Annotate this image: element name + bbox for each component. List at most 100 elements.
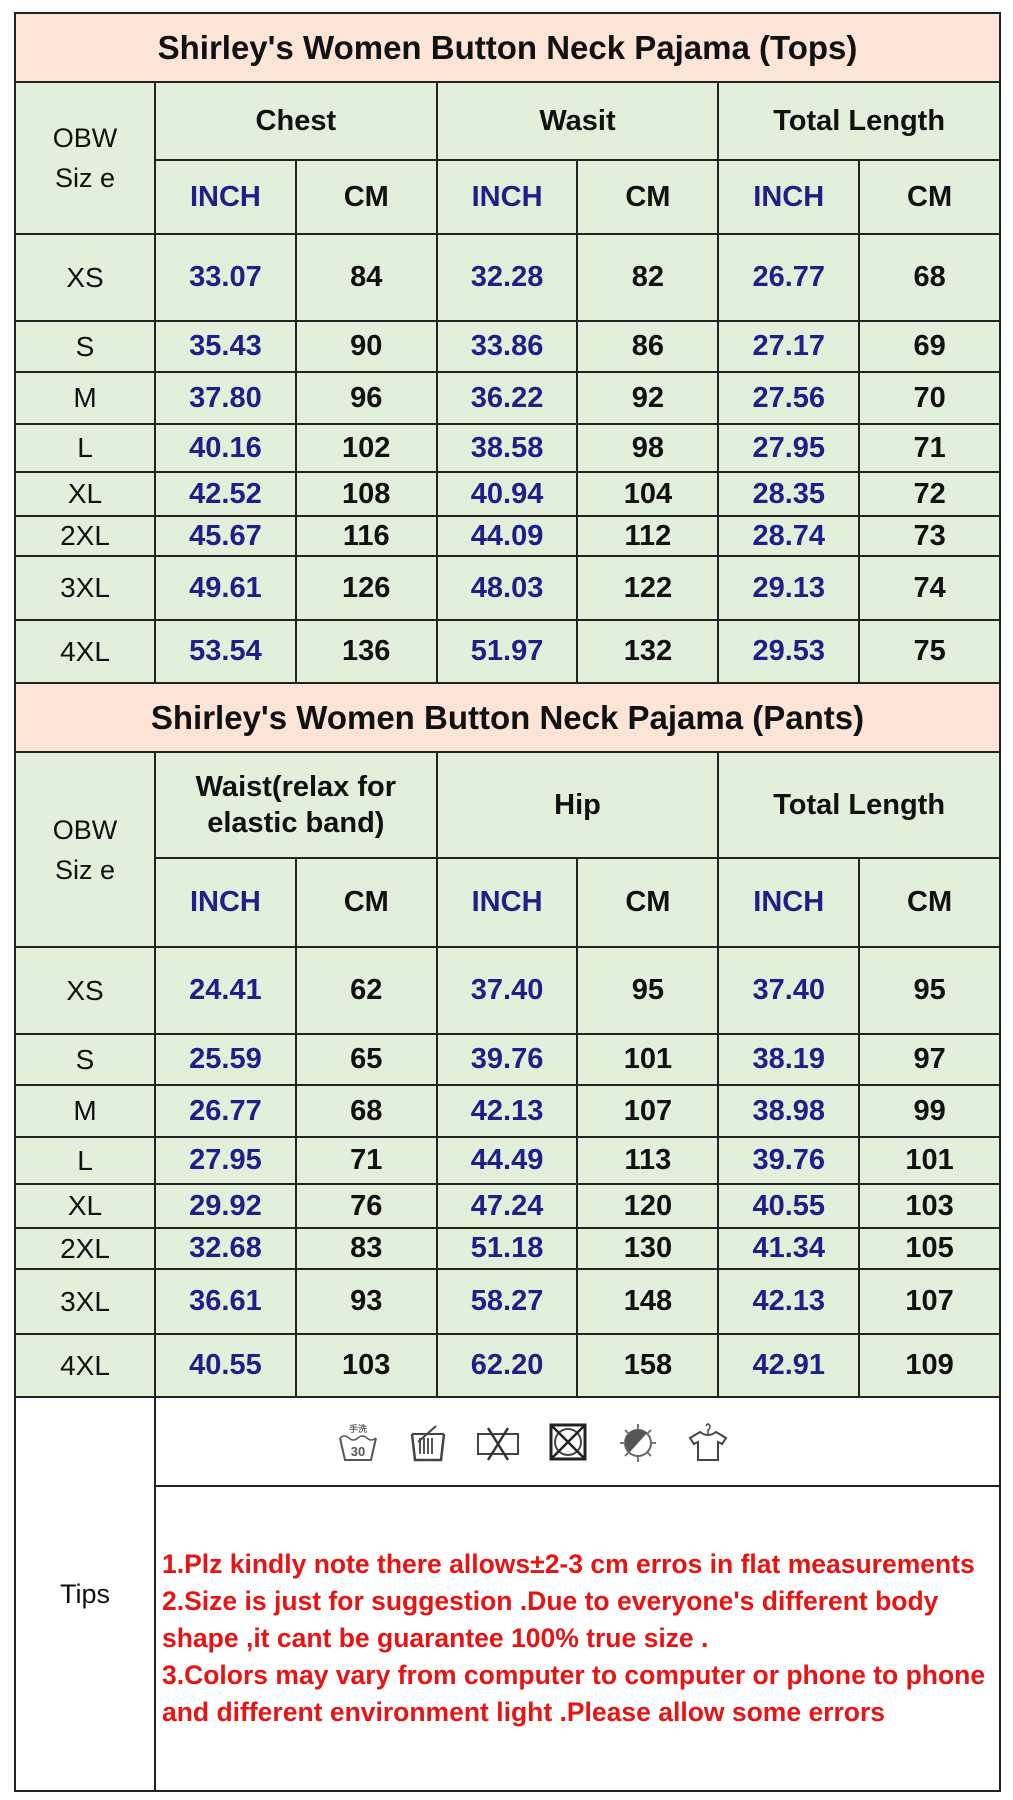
measure-cell: 95 — [576, 946, 720, 1035]
measure-group-header: Total Length — [717, 751, 1001, 859]
no-bleach-wash-icon — [410, 1424, 445, 1461]
measure-cell: 39.76 — [435, 1033, 579, 1086]
measure-cell: 51.18 — [435, 1227, 579, 1270]
measure-cell: 32.68 — [154, 1227, 297, 1270]
measure-cell: 120 — [576, 1183, 720, 1229]
measure-cell: 58.27 — [435, 1268, 579, 1335]
measure-cell: 98 — [576, 423, 720, 473]
measure-cell: 49.61 — [154, 555, 297, 621]
do-not-iron-icon — [619, 1423, 656, 1462]
measure-cell: 44.09 — [435, 515, 579, 557]
measure-cell: 104 — [576, 471, 720, 517]
measure-cell: 101 — [858, 1136, 1001, 1185]
measure-cell: 47.24 — [435, 1183, 579, 1229]
size-cell: M — [14, 371, 156, 425]
measure-cell: 68 — [858, 233, 1001, 322]
measure-cell: 93 — [294, 1268, 438, 1335]
measure-cell: 39.76 — [717, 1136, 861, 1185]
measure-cell: 28.74 — [717, 515, 861, 557]
measure-cell: 76 — [294, 1183, 438, 1229]
measure-cell: 36.22 — [435, 371, 579, 425]
measure-cell: 109 — [858, 1333, 1001, 1398]
measure-cell: 105 — [858, 1227, 1001, 1270]
measure-cell: 29.13 — [717, 555, 861, 621]
measure-cell: 90 — [294, 320, 438, 373]
size-chart: Shirley's Women Button Neck Pajama (Tops… — [14, 12, 1001, 1792]
measure-cell: 38.19 — [717, 1033, 861, 1086]
size-cell: 2XL — [14, 515, 156, 557]
size-cell: L — [14, 423, 156, 473]
unit-header: CM — [858, 857, 1001, 948]
unit-header: INCH — [717, 857, 861, 948]
measure-cell: 33.07 — [154, 233, 297, 322]
measure-cell: 32.28 — [435, 233, 579, 322]
tip-note: 2.Size is just for suggestion .Due to ev… — [162, 1586, 939, 1653]
size-row: 4XL 53.54 136 51.97 132 29.53 75 — [14, 619, 1001, 684]
size-cell: S — [14, 320, 156, 373]
measure-cell: 99 — [858, 1084, 1001, 1138]
measure-cell: 74 — [858, 555, 1001, 621]
measure-cell: 45.67 — [154, 515, 297, 557]
measure-cell: 83 — [294, 1227, 438, 1270]
size-row: XL 29.92 76 47.24 120 40.55 103 — [14, 1183, 1001, 1229]
tip-note: 1.Plz kindly note there allows±2-3 cm er… — [162, 1549, 975, 1579]
measure-cell: 113 — [576, 1136, 720, 1185]
measure-cell: 27.56 — [717, 371, 861, 425]
measure-cell: 40.55 — [154, 1333, 297, 1398]
measure-cell: 28.35 — [717, 471, 861, 517]
measure-group-header: Wasit — [435, 81, 720, 161]
unit-header: CM — [294, 857, 438, 948]
size-row: M 26.77 68 42.13 107 38.98 99 — [14, 1084, 1001, 1138]
tips-label: Tips — [14, 1396, 156, 1792]
size-cell: L — [14, 1136, 156, 1185]
measure-cell: 62 — [294, 946, 438, 1035]
measure-cell: 27.95 — [154, 1136, 297, 1185]
measure-cell: 36.61 — [154, 1268, 297, 1335]
measure-cell: 132 — [576, 619, 720, 684]
size-column-header: OBW Siz e — [14, 751, 156, 948]
measure-cell: 112 — [576, 515, 720, 557]
measure-cell: 103 — [858, 1183, 1001, 1229]
do-not-wring-icon — [476, 1426, 519, 1461]
size-row: 2XL 45.67 116 44.09 112 28.74 73 — [14, 515, 1001, 557]
hand-wash-30-icon: 30 手洗 — [338, 1423, 377, 1461]
measure-cell: 72 — [858, 471, 1001, 517]
size-cell: XL — [14, 1183, 156, 1229]
measure-cell: 92 — [576, 371, 720, 425]
measure-cell: 42.91 — [717, 1333, 861, 1398]
measure-cell: 126 — [294, 555, 438, 621]
measure-cell: 86 — [576, 320, 720, 373]
measure-cell: 116 — [294, 515, 438, 557]
measure-cell: 38.58 — [435, 423, 579, 473]
size-cell: XL — [14, 471, 156, 517]
measure-cell: 40.55 — [717, 1183, 861, 1229]
unit-header: INCH — [435, 857, 579, 948]
size-row: S 35.43 90 33.86 86 27.17 69 — [14, 320, 1001, 373]
unit-header: CM — [294, 159, 438, 235]
size-row: 4XL 40.55 103 62.20 158 42.91 109 — [14, 1333, 1001, 1398]
measure-cell: 136 — [294, 619, 438, 684]
measure-cell: 148 — [576, 1268, 720, 1335]
measure-cell: 62.20 — [435, 1333, 579, 1398]
measure-cell: 158 — [576, 1333, 720, 1398]
measure-cell: 130 — [576, 1227, 720, 1270]
unit-header: INCH — [717, 159, 861, 235]
measure-cell: 68 — [294, 1084, 438, 1138]
measure-cell: 96 — [294, 371, 438, 425]
measure-cell: 33.86 — [435, 320, 579, 373]
measure-cell: 95 — [858, 946, 1001, 1035]
size-cell: 3XL — [14, 555, 156, 621]
pants-title: Shirley's Women Button Neck Pajama (Pant… — [14, 682, 1001, 753]
measure-cell: 37.80 — [154, 371, 297, 425]
measure-cell: 107 — [576, 1084, 720, 1138]
measure-cell: 53.54 — [154, 619, 297, 684]
measure-cell: 27.17 — [717, 320, 861, 373]
measure-cell: 73 — [858, 515, 1001, 557]
unit-header: CM — [858, 159, 1001, 235]
size-label-line: OBW — [52, 814, 118, 845]
measure-cell: 44.49 — [435, 1136, 579, 1185]
measure-cell: 48.03 — [435, 555, 579, 621]
size-row: L 40.16 102 38.58 98 27.95 71 — [14, 423, 1001, 473]
size-column-header: OBW Siz e — [14, 81, 156, 235]
measure-cell: 84 — [294, 233, 438, 322]
